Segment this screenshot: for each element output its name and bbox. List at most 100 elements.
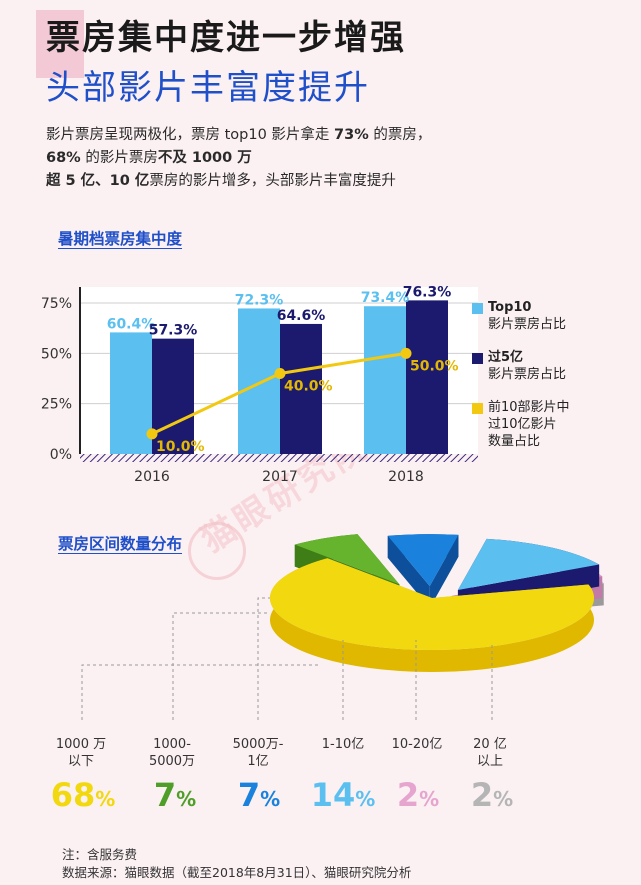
- pie-pct-3-symbol: %: [355, 787, 376, 811]
- pie-pct-0: 68%: [38, 776, 128, 814]
- line-over10-label-2018: 50.0%: [410, 358, 459, 374]
- page-title: 票房集中度进一步增强: [46, 18, 406, 58]
- bar-top10-label-2017: 72.3%: [235, 292, 284, 308]
- line-over10-point-2018: [400, 347, 412, 359]
- bar-x-tick-label-2017: 2017: [262, 469, 298, 485]
- bar-over5-2018: [406, 300, 448, 454]
- pie-leader-line-0: [81, 664, 320, 720]
- pie-pct-3: 14%: [298, 776, 388, 814]
- pie-label-0-l2: 以下: [67, 754, 94, 769]
- pie-label-1-l2: 5000万: [148, 754, 196, 769]
- intro-1a: 影片票房呈现两极化，票房 top10 影片拿走: [46, 127, 335, 143]
- pie-label-2: 5000万- 1亿: [213, 736, 303, 770]
- legend-over5-line1: 过5亿: [488, 350, 524, 365]
- bar-over5-2017: [280, 323, 322, 454]
- pie-label-3: 1-10亿: [298, 736, 388, 753]
- legend-swatch-over5: [472, 353, 483, 364]
- bar-top10-label-2016: 60.4%: [107, 316, 156, 332]
- pie-label-2-l2: 1亿: [247, 754, 269, 769]
- bar-x-tick-label-2016: 2016: [134, 469, 170, 485]
- pie-pct-5-value: 2: [470, 776, 494, 814]
- pie-pct-1-symbol: %: [176, 787, 197, 811]
- intro-2b: 的影片票房: [80, 150, 158, 166]
- pie-pct-2-symbol: %: [260, 787, 281, 811]
- bar-y-tick-label: 50%: [41, 346, 72, 362]
- pie-label-0-l1: 1000 万: [55, 737, 107, 752]
- pie-label-2-l1: 5000万-: [232, 737, 284, 752]
- bar-top10-2017: [238, 308, 280, 454]
- footnote-source: 数据来源：猫眼数据（截至2018年8月31日）、猫眼研究院分析: [62, 865, 412, 880]
- legend-over10-line3: 数量占比: [488, 434, 541, 449]
- pie-slice-1: [294, 534, 400, 585]
- bar-hatched-floor: [80, 454, 478, 462]
- bar-y-tick-label: 0%: [50, 447, 72, 463]
- line-over10-point-2017: [274, 367, 286, 379]
- intro-line-2: 68% 的影片票房不及 1000 万: [46, 147, 431, 170]
- intro-1c: 的票房，: [368, 127, 432, 143]
- pie-slice-0: [270, 558, 595, 650]
- bar-top10-label-2018: 73.4%: [361, 290, 410, 306]
- title-accent-box: [36, 10, 84, 78]
- pie-label-5: 20 亿以上: [445, 736, 535, 770]
- intro-3a: 超 5 亿、10 亿: [46, 173, 150, 189]
- footnote-note: 注：含服务费: [62, 847, 138, 862]
- intro-1b: 73%: [334, 127, 369, 143]
- intro-2c: 不及 1000 万: [157, 150, 252, 166]
- legend-swatch-top10: [472, 303, 483, 314]
- line-over10-label-2016: 10.0%: [156, 439, 205, 455]
- pie-leader-line-1: [172, 612, 268, 720]
- pie-label-1: 1000- 5000万: [127, 736, 217, 770]
- bar-chart-title: 暑期档票房集中度: [58, 230, 183, 248]
- bar-over5-2016: [152, 338, 194, 454]
- legend-over10-line2: 过10亿影片: [488, 417, 557, 432]
- pie-slice-2: [387, 534, 459, 587]
- legend-top10-line2: 影片票房占比: [488, 317, 567, 332]
- intro-3b: 票房的影片增多，头部影片丰富度提升: [149, 173, 396, 189]
- bar-x-tick-label-2018: 2018: [388, 469, 424, 485]
- bar-y-tick-label: 75%: [41, 296, 72, 312]
- pie-slice-rim-0: [269, 558, 595, 672]
- pie-chart-title: 票房区间数量分布: [58, 535, 183, 553]
- bar-top10-2016: [110, 332, 152, 454]
- intro-line-1: 影片票房呈现两极化，票房 top10 影片拿走 73% 的票房，: [46, 124, 431, 147]
- pie-label-5-l1: 20 亿: [473, 737, 507, 752]
- pie-label-4-l1: 10-20亿: [391, 737, 443, 752]
- pie-pct-1-value: 7: [153, 776, 177, 814]
- line-over10-label-2017: 40.0%: [284, 378, 333, 394]
- pie-slice-3: [457, 538, 600, 591]
- intro-text: 影片票房呈现两极化，票房 top10 影片拿走 73% 的票房， 68% 的影片…: [46, 124, 431, 193]
- legend-top10: Top10 影片票房占比: [472, 299, 567, 333]
- pie-pct-4-symbol: %: [419, 787, 440, 811]
- bar-top10-2018: [364, 306, 406, 454]
- line-over10-point-2016: [146, 428, 158, 440]
- legend-over10: 前10部影片中 过10亿影片 数量占比: [472, 399, 570, 450]
- pie-label-3-l1: 1-10亿: [321, 737, 365, 752]
- bar-over5-label-2017: 64.6%: [277, 308, 326, 324]
- pie-leader-line-2: [257, 597, 270, 720]
- pie-pct-2-value: 7: [237, 776, 261, 814]
- intro-2a: 68%: [46, 150, 81, 166]
- pie-label-5-l2: 以上: [476, 754, 503, 769]
- intro-line-3: 超 5 亿、10 亿票房的影片增多，头部影片丰富度提升: [46, 170, 431, 193]
- pie-pct-1: 7%: [130, 776, 220, 814]
- pie-pct-4: 2%: [373, 776, 463, 814]
- watermark-cat-logo-icon: [188, 522, 246, 580]
- legend-over5-line2: 影片票房占比: [488, 367, 567, 382]
- legend-top10-line1: Top10: [488, 300, 532, 315]
- pie-label-4: 10-20亿: [372, 736, 462, 753]
- pie-pct-0-symbol: %: [95, 787, 116, 811]
- pie-chart-group: [269, 534, 604, 672]
- pie-pct-5: 2%: [447, 776, 537, 814]
- pie-pct-5-symbol: %: [493, 787, 514, 811]
- pie-label-0: 1000 万以下: [36, 736, 126, 770]
- pie-pct-2: 7%: [214, 776, 304, 814]
- pie-pct-0-value: 68: [50, 776, 96, 814]
- legend-over10-line1: 前10部影片中: [488, 400, 570, 415]
- legend-swatch-over10: [472, 403, 483, 414]
- legend-over5: 过5亿 影片票房占比: [472, 349, 567, 383]
- bar-y-tick-label: 25%: [41, 397, 72, 413]
- bar-over5-label-2018: 76.3%: [403, 284, 452, 300]
- pie-pct-4-value: 2: [396, 776, 420, 814]
- bar-over5-label-2016: 57.3%: [149, 323, 198, 339]
